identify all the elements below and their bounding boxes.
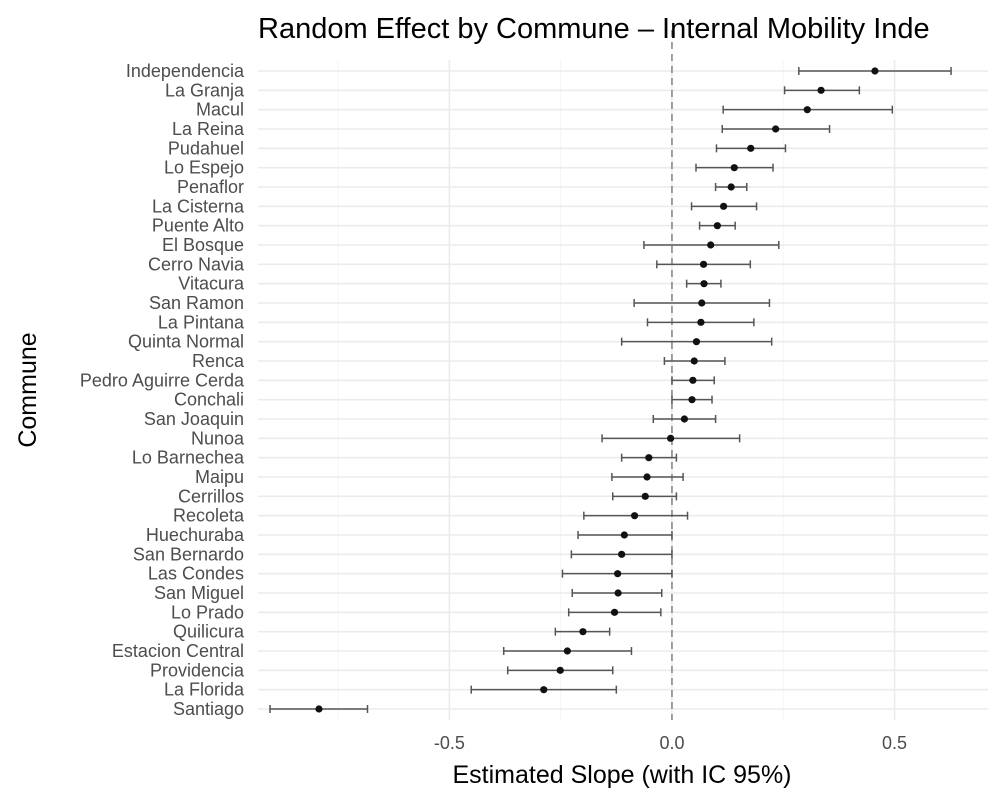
- x-tick-label: 0.5: [882, 733, 907, 753]
- y-tick-label: Penaflor: [177, 177, 244, 197]
- estimate-point: [692, 338, 701, 346]
- estimate-point: [700, 280, 708, 288]
- estimate-point: [614, 589, 622, 597]
- y-tick-label: Lo Espejo: [164, 158, 244, 178]
- y-tick-label: Recoleta: [173, 506, 245, 526]
- y-tick-label: San Joaquin: [144, 409, 244, 429]
- x-tick-label: -0.5: [434, 733, 465, 753]
- y-tick-label: El Bosque: [162, 235, 244, 255]
- estimate-point: [315, 705, 323, 713]
- estimate-point: [620, 531, 628, 539]
- grid-layer: [258, 60, 988, 720]
- y-tick-label: Lo Barnechea: [132, 448, 245, 468]
- estimate-point: [618, 550, 626, 558]
- y-tick-label: Nunoa: [191, 428, 245, 448]
- chart-title: Random Effect by Commune – Internal Mobi…: [258, 13, 930, 45]
- y-tick-label: Macul: [196, 100, 244, 120]
- estimate-point: [699, 260, 708, 268]
- y-tick-label: Quilicura: [173, 622, 245, 642]
- y-tick-label: Estacion Central: [112, 641, 244, 661]
- estimate-point: [747, 144, 755, 152]
- y-tick-label: Pudahuel: [168, 138, 244, 158]
- estimate-point: [579, 628, 587, 636]
- y-tick-label: Providencia: [150, 660, 245, 680]
- estimate-point: [719, 202, 728, 210]
- y-tick-label: Lo Prado: [171, 602, 244, 622]
- estimate-point: [730, 164, 738, 172]
- y-tick-label: Quinta Normal: [128, 332, 244, 352]
- estimate-point: [690, 357, 698, 365]
- estimate-point: [707, 241, 715, 249]
- y-tick-label: La Pintana: [158, 312, 245, 332]
- y-tick-label: Santiago: [173, 699, 244, 719]
- estimate-point: [614, 570, 622, 578]
- y-tick-label: La Florida: [164, 680, 245, 700]
- y-tick-label: San Bernardo: [133, 544, 244, 564]
- y-tick-label: La Reina: [172, 119, 245, 139]
- x-tick-label: 0.0: [659, 733, 684, 753]
- estimate-point: [713, 222, 721, 230]
- y-tick-label: La Cisterna: [152, 196, 245, 216]
- y-tick-label: San Ramon: [149, 293, 244, 313]
- estimate-point: [563, 647, 571, 655]
- y-tick-label: Conchali: [174, 390, 244, 410]
- y-tick-label: Independencia: [126, 61, 245, 81]
- y-tick-label: Las Condes: [148, 564, 244, 584]
- y-tick-label: San Miguel: [154, 583, 244, 603]
- y-tick-label: La Granja: [165, 80, 245, 100]
- estimate-point: [610, 608, 619, 616]
- y-tick-label: Pedro Aguirre Cerda: [80, 370, 245, 390]
- y-tick-label: Cerrillos: [178, 486, 244, 506]
- x-tick-labels: -0.5 0.0 0.5: [434, 733, 907, 753]
- estimate-point: [803, 106, 811, 114]
- y-tick-label: Vitacura: [178, 274, 245, 294]
- estimate-point: [540, 686, 548, 694]
- estimate-point: [698, 299, 706, 307]
- estimate-point: [630, 512, 639, 520]
- estimate-point: [727, 183, 735, 191]
- y-tick-label: Cerro Navia: [148, 254, 245, 274]
- estimate-point: [641, 492, 649, 500]
- x-axis-title: Estimated Slope (with IC 95%): [452, 761, 791, 789]
- estimate-point: [697, 318, 705, 326]
- y-tick-label: Renca: [192, 351, 245, 371]
- estimate-point: [689, 376, 697, 384]
- y-tick-label: Puente Alto: [152, 216, 244, 236]
- y-tick-label: Huechuraba: [146, 525, 245, 545]
- estimate-point: [772, 125, 780, 133]
- estimate-point: [817, 86, 825, 94]
- estimate-point: [643, 473, 651, 481]
- y-tick-label: Maipu: [195, 467, 244, 487]
- estimate-point: [688, 396, 696, 404]
- confidence-interval-layer: [269, 67, 952, 713]
- estimate-point: [871, 67, 879, 75]
- estimate-point-layer: [315, 67, 879, 713]
- estimate-point: [556, 666, 564, 674]
- y-axis-title: Commune: [14, 332, 42, 447]
- estimate-point: [667, 434, 675, 442]
- estimate-point: [645, 454, 653, 462]
- estimate-point: [680, 415, 689, 423]
